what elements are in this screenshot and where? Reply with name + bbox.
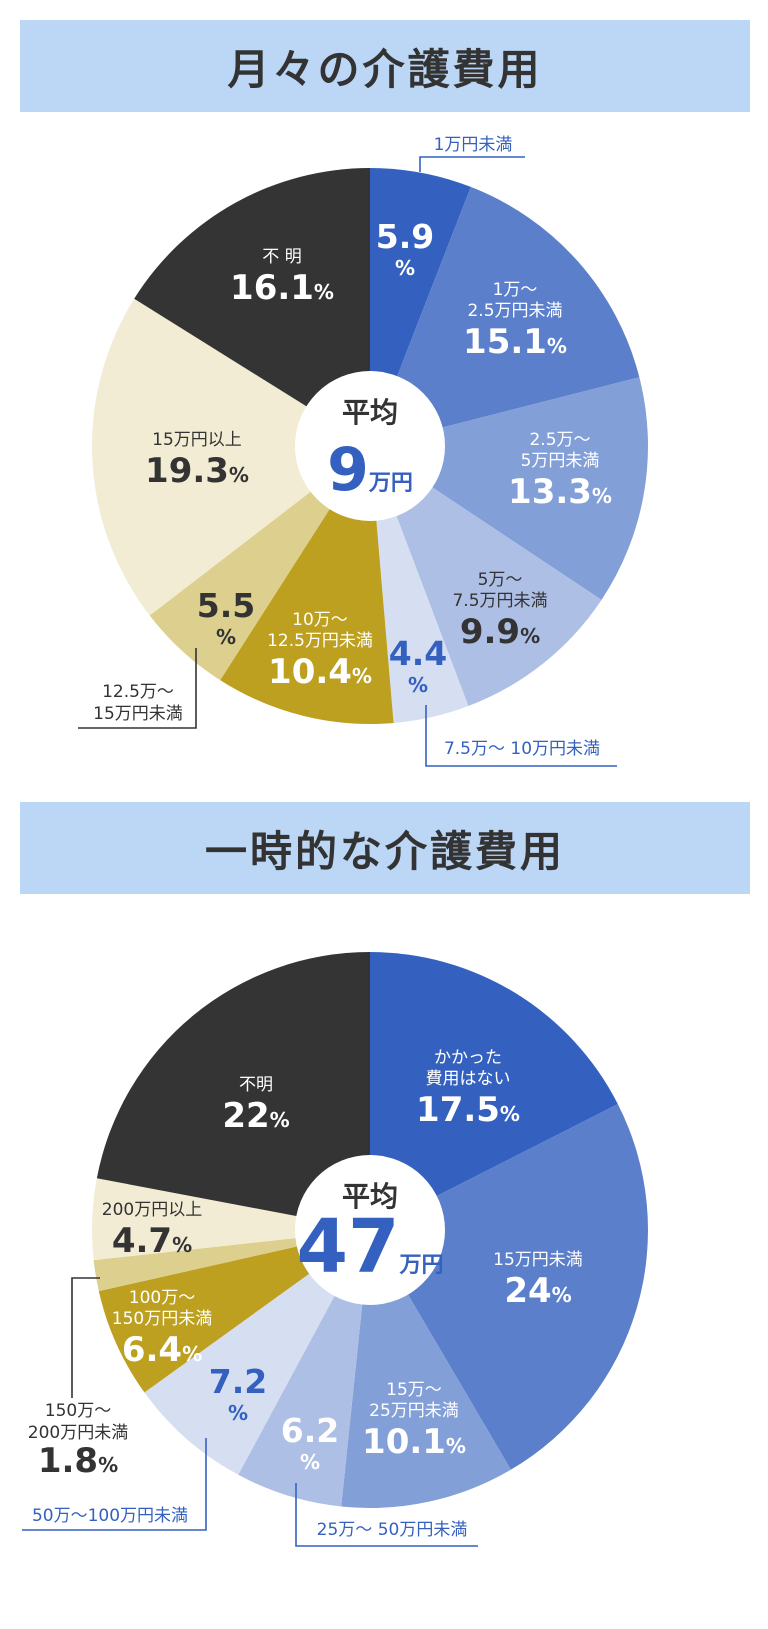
chart2-slice-7-label-line: 200万円以上	[102, 1200, 202, 1220]
chart2-callout-label-2: 150万〜	[45, 1401, 111, 1421]
chart1-slice-1-label-line: 2.5万円未満	[467, 301, 562, 321]
chart2-slice-4	[144, 1230, 370, 1475]
chart2-callout-leader-1	[22, 1438, 207, 1531]
chart1-slice-1-value: 15.1%	[463, 322, 567, 362]
chart1-callout-leader-2	[78, 648, 197, 729]
chart1-slice-2-value: 13.3%	[508, 472, 612, 512]
chart2-slice-0-value: 17.5%	[416, 1090, 520, 1130]
chart2-slice-4-value: 7.2	[209, 1362, 267, 1401]
chart2-slice-5	[98, 1230, 370, 1393]
chart2-slice-1-value: 24%	[504, 1271, 571, 1311]
chart1-callout-label-1: 7.5万〜 10万円未満	[444, 739, 600, 759]
chart1-callout-leader-1	[425, 705, 617, 767]
chart1-slice-1	[370, 186, 640, 446]
chart1-slice-0-value: 5.9	[376, 217, 434, 256]
chart2-slice-3	[238, 1230, 370, 1507]
chart1-slice-8-label-line: 不 明	[262, 247, 301, 267]
chart2-callout-label-1: 50万〜100万円未満	[32, 1506, 188, 1526]
chart1-center-circle	[295, 371, 445, 521]
chart1-title-banner: 月々の介護費用	[20, 20, 750, 112]
chart2-slice-3-value: 6.2	[281, 1411, 339, 1450]
chart1-slice-7-label-line: 15万円以上	[152, 430, 242, 450]
chart1-slice-8	[134, 168, 370, 446]
chart1-slice-2-label-line: 5万円未満	[521, 451, 600, 471]
chart2-slice-2-label-line: 25万円未満	[369, 1401, 459, 1421]
chart1-slice-5-label-line: 10万〜	[292, 610, 348, 630]
chart2-title: 一時的な介護費用	[204, 826, 565, 876]
chart1-slice-6	[149, 446, 370, 681]
chart2-callout-label-0: 25万〜 50万円未満	[317, 1520, 468, 1540]
chart1-callout-label-2: 15万円未満	[93, 704, 183, 724]
chart1-slice-4-value: 4.4	[389, 634, 447, 673]
chart2-callout-label-2: 200万円未満	[28, 1423, 128, 1443]
chart2-slice-1	[370, 1104, 648, 1470]
chart2-center-label: 平均	[342, 1180, 398, 1213]
chart1-center-value: 9万円	[327, 435, 413, 505]
chart2-slice-8-label-line: 不明	[239, 1075, 273, 1095]
chart1-title: 月々の介護費用	[227, 44, 543, 94]
chart2-slice-5-label-line: 100万〜	[129, 1288, 195, 1308]
chart2-slice-5-label-line: 150万円未満	[112, 1309, 212, 1329]
chart2-slice-0	[370, 952, 618, 1230]
chart2-slice-3-percent-sign: %	[300, 1450, 320, 1474]
chart2-center-circle	[295, 1155, 445, 1305]
chart1-slice-7	[91, 298, 371, 616]
chart2-slice-1-label-line: 15万円未満	[493, 1250, 583, 1270]
chart1-slice-3-value: 9.9%	[460, 612, 540, 652]
chart1-slice-0-percent-sign: %	[395, 256, 415, 280]
chart2-slice-2-value: 10.1%	[362, 1422, 466, 1462]
chart2-center-value: 47万円	[297, 1204, 444, 1290]
chart1-slice-4-percent-sign: %	[408, 673, 428, 697]
chart1-slice-2-label-line: 2.5万〜	[529, 430, 590, 450]
chart2-slice-0-label-line: 費用はない	[426, 1069, 511, 1089]
chart2-slice-7	[92, 1178, 370, 1261]
chart1-slice-3-label-line: 7.5万円未満	[452, 591, 547, 611]
chart1-callout-label-0: 1万円未満	[434, 135, 513, 155]
chart2-callout-leader-2	[71, 1277, 100, 1398]
chart1-slice-8-value: 16.1%	[230, 268, 334, 308]
chart2-title-banner: 一時的な介護費用	[20, 802, 750, 894]
chart2-slice-4-percent-sign: %	[228, 1401, 248, 1425]
chart1-callout-label-2: 12.5万〜	[102, 682, 174, 702]
chart2-slice-5-value: 6.4%	[122, 1330, 202, 1370]
chart1-callout-leader-0	[419, 156, 525, 172]
chart2-slice-2-label-line: 15万〜	[386, 1380, 442, 1400]
chart1-slice-5-label-line: 12.5万円未満	[267, 631, 373, 651]
chart2-slice-8	[96, 952, 370, 1230]
chart1-slice-5-value: 10.4%	[268, 652, 372, 692]
chart2-callout-value-2: 1.8%	[38, 1441, 118, 1481]
chart1-slice-3-label-line: 5万〜	[478, 570, 523, 590]
chart2-slice-8-value: 22%	[222, 1096, 289, 1136]
chart1-slice-6-percent-sign: %	[216, 625, 236, 649]
chart1-center-label: 平均	[342, 396, 398, 429]
chart2-callout-leader-0	[295, 1483, 478, 1547]
chart1-slice-1-label-line: 1万〜	[493, 280, 538, 300]
chart1-slice-6-value: 5.5	[197, 586, 255, 625]
chart1-slice-7-value: 19.3%	[145, 451, 249, 491]
chart1-slice-3	[370, 446, 602, 707]
chart2-slice-7-value: 4.7%	[112, 1221, 192, 1261]
chart2-slice-0-label-line: かかった	[434, 1048, 502, 1068]
